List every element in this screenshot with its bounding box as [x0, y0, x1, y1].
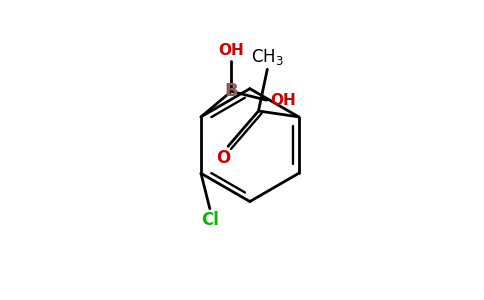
Text: B: B [225, 82, 238, 100]
Text: CH$_3$: CH$_3$ [251, 47, 284, 67]
Text: Cl: Cl [201, 211, 219, 229]
Text: O: O [216, 149, 230, 167]
Text: OH: OH [219, 44, 244, 59]
Text: OH: OH [271, 93, 296, 108]
